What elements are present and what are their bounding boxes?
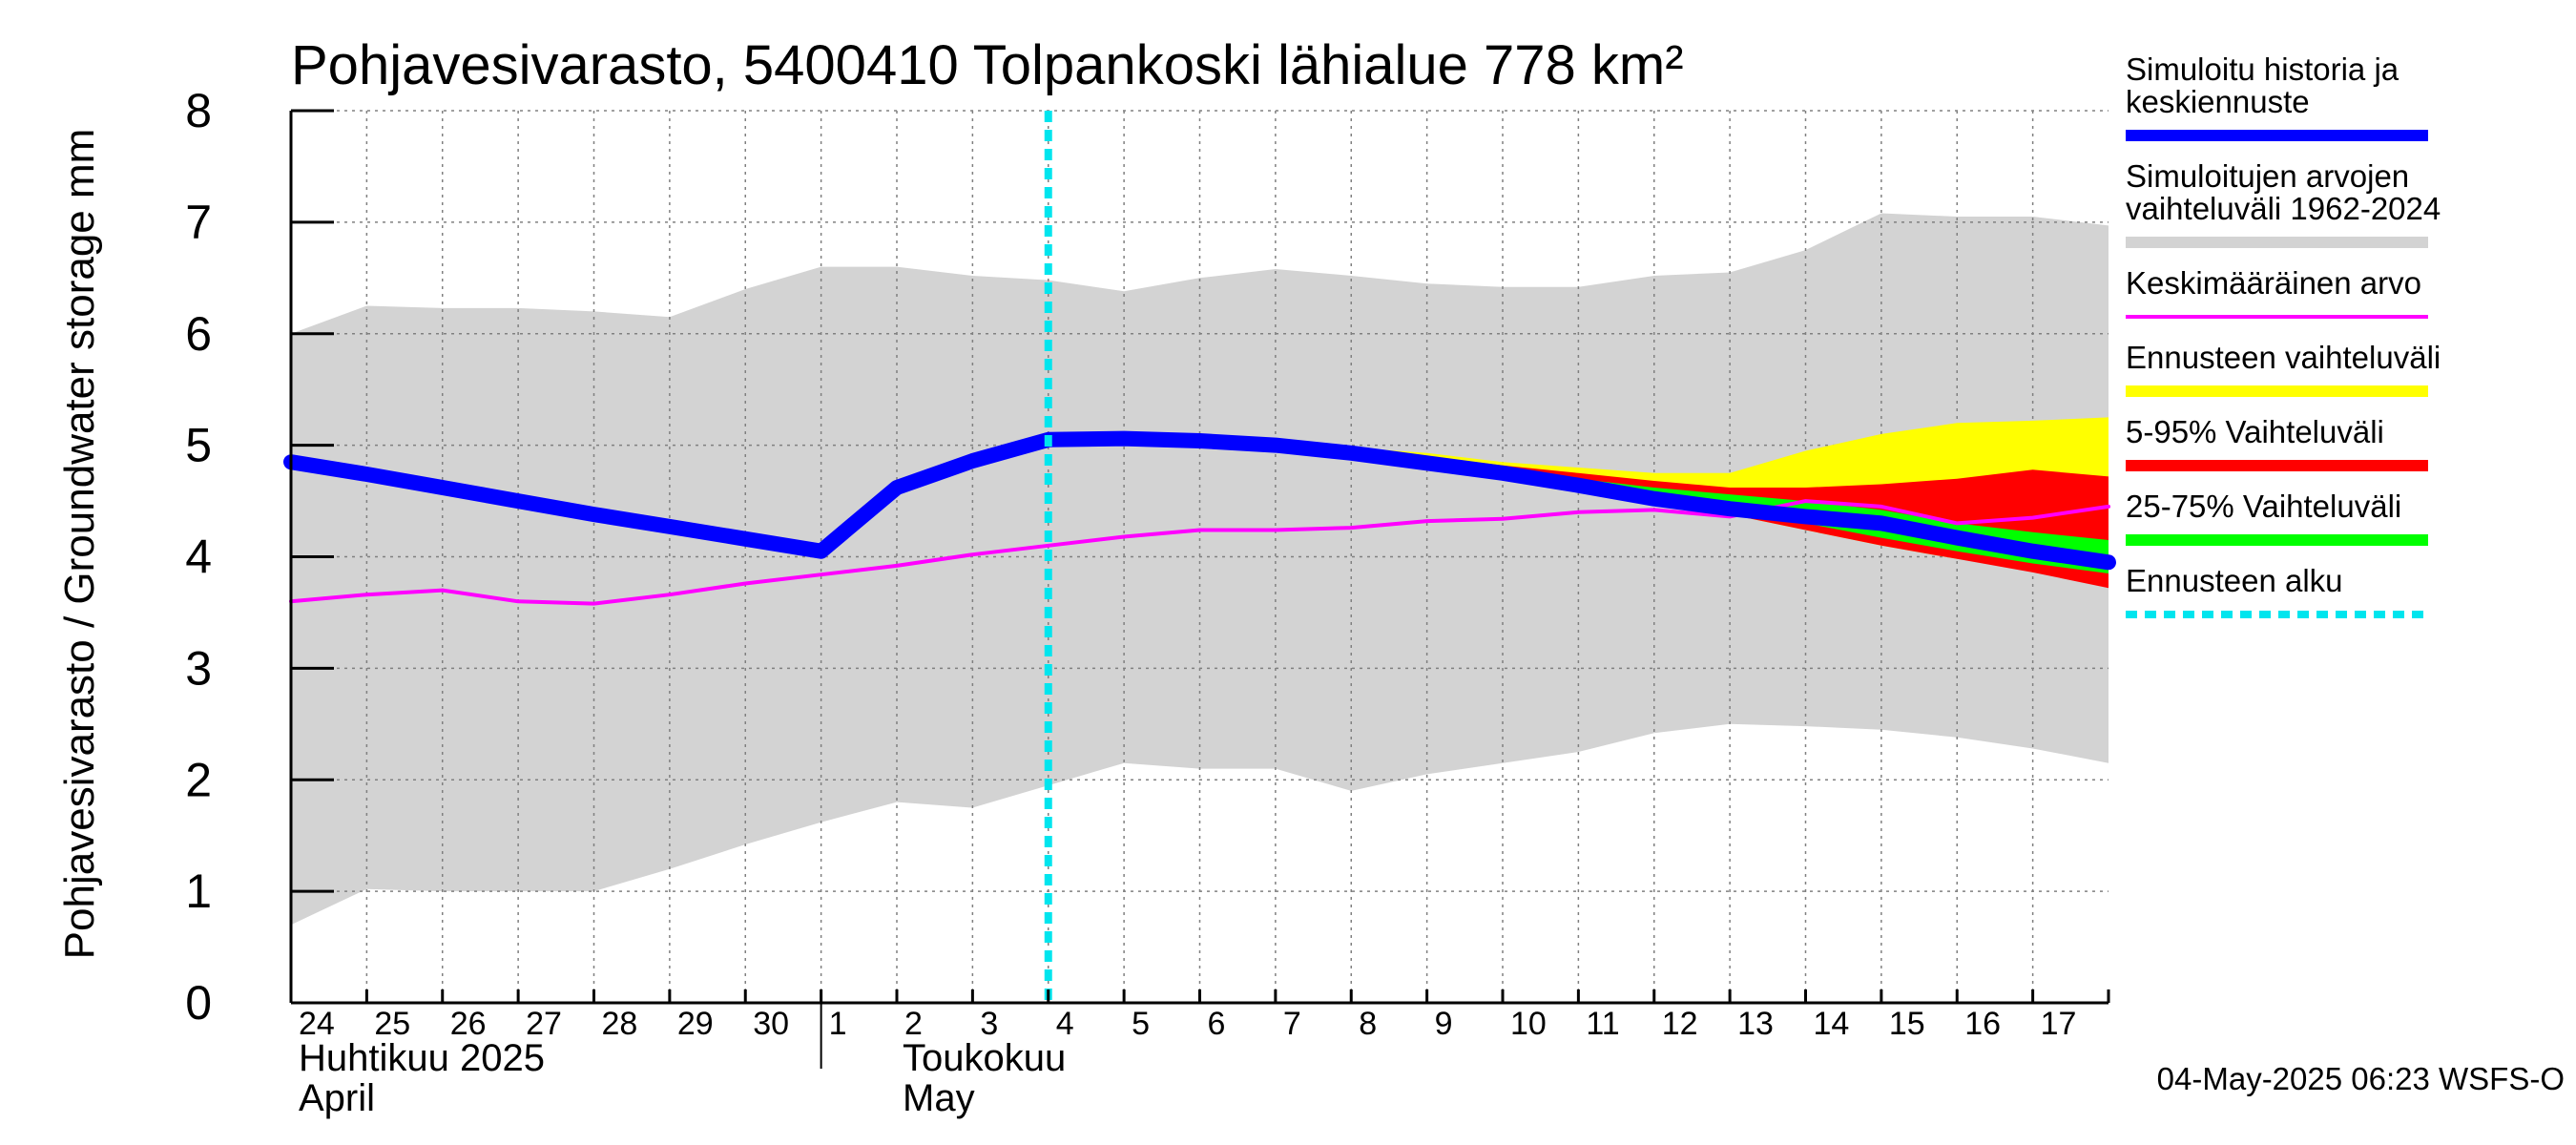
mean-forecast-line [283,430,2116,571]
chart-title: Pohjavesivarasto, 5400410 Tolpankoski lä… [291,34,1684,96]
y-tick-label: 3 [185,641,212,695]
legend-item: Ennusteen alku [2126,563,2428,618]
x-tick-label: 12 [1662,1006,1698,1042]
legend-item: 25-75% Vaihteluväli [2126,489,2428,546]
x-tick-label: 16 [1964,1006,2001,1042]
legend-label: Simuloitujen arvojen [2126,158,2409,194]
x-tick-label: 10 [1510,1006,1547,1042]
x-tick-label: 5 [1132,1006,1150,1042]
x-tick-label: 11 [1586,1006,1619,1042]
x-tick-label: 6 [1208,1006,1226,1042]
x-tick-label: 14 [1814,1006,1850,1042]
x-tick-label: 17 [2041,1006,2077,1042]
legend-label: 25-75% Vaihteluväli [2126,489,2401,524]
y-tick-label: 2 [185,753,212,806]
x-tick-label: 7 [1283,1006,1301,1042]
x-tick-label: 24 [299,1006,335,1042]
y-tick-label: 0 [185,976,212,1030]
x-tick-label: 13 [1737,1006,1774,1042]
plot-area [283,110,2116,1003]
x-tick-label: 4 [1056,1006,1074,1042]
legend-label: keskiennuste [2126,84,2310,119]
month-label-may-en: May [903,1077,975,1119]
month-label-april-en: April [299,1077,375,1119]
y-tick-label: 7 [185,196,212,249]
legend-label: vaihteluväli 1962-2024 [2126,191,2441,226]
x-tick-label: 26 [450,1006,487,1042]
y-tick-label: 1 [185,864,212,918]
x-tick-label: 27 [526,1006,562,1042]
legend-label: 5-95% Vaihteluväli [2126,414,2384,449]
forecast-range-band [1048,417,2109,582]
legend-item: Keskimääräinen arvo [2126,265,2428,319]
y-tick-label: 8 [185,84,212,137]
x-tick-label: 30 [753,1006,789,1042]
legend-label: Keskimääräinen arvo [2126,265,2421,301]
x-tick-label: 29 [677,1006,714,1042]
timestamp-label: 04-May-2025 06:23 WSFS-O [2157,1061,2565,1096]
y-axis-label: Pohjavesivarasto / Groundwater storage m… [56,129,103,960]
x-tick-label: 28 [602,1006,638,1042]
month-label-april-fi: Huhtikuu 2025 [299,1037,545,1079]
long-term-mean-line [289,499,2110,606]
y-tick-label: 6 [185,307,212,361]
x-tick-label: 3 [980,1006,998,1042]
x-tick-label: 9 [1435,1006,1453,1042]
y-tick-label: 4 [185,531,212,584]
legend-item: 5-95% Vaihteluväli [2126,414,2428,471]
legend-label: Ennusteen vaihteluväli [2126,340,2441,375]
x-tick-label: 2 [904,1006,923,1042]
legend-item: Ennusteen vaihteluväli [2126,340,2441,397]
x-tick-label: 8 [1359,1006,1377,1042]
x-tick-label: 15 [1889,1006,1925,1042]
legend-label: Ennusteen alku [2126,563,2343,598]
x-tick-label: 25 [374,1006,410,1042]
legend: Simuloitu historia jakeskiennusteSimuloi… [2126,52,2441,618]
y-tick-label: 5 [185,419,212,472]
month-label-may-fi: Toukokuu [903,1037,1066,1079]
x-tick-label: 1 [829,1006,847,1042]
legend-label: Simuloitu historia ja [2126,52,2399,87]
